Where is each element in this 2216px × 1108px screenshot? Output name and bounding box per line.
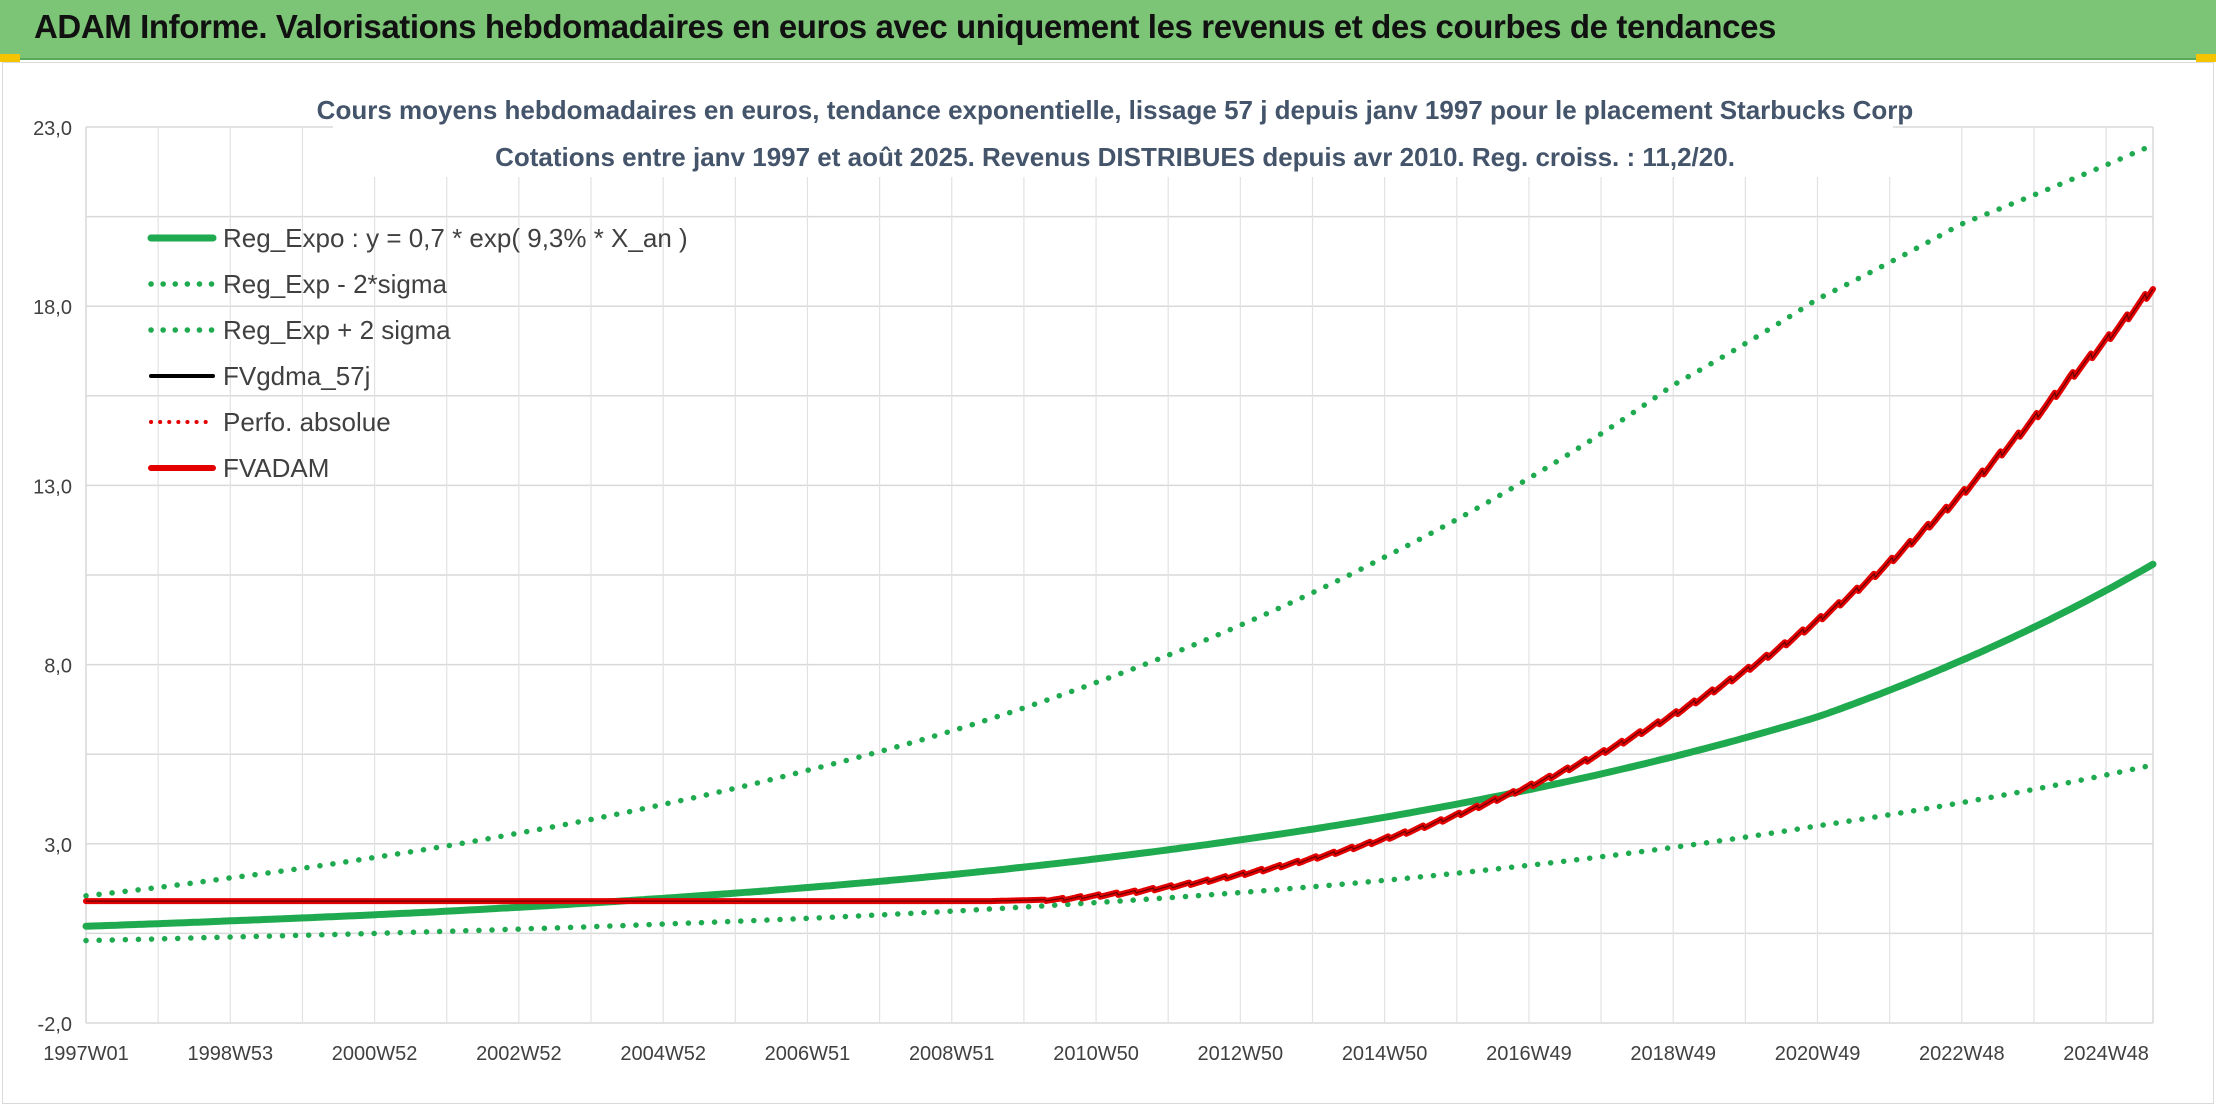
line-chart: Cours moyens hebdomadaires en euros, ten…	[33, 93, 2157, 1065]
chart-title: Cours moyens hebdomadaires en euros, ten…	[317, 95, 1914, 125]
x-tick-label: 2020W49	[1775, 1043, 1861, 1065]
x-tick-label: 2002W52	[476, 1043, 562, 1065]
header-accent-right	[2196, 54, 2216, 62]
chart-titles: Cours moyens hebdomadaires en euros, ten…	[317, 93, 1914, 177]
chart-title-background	[333, 93, 1893, 177]
x-tick-label: 2016W49	[1486, 1043, 1572, 1065]
legend-label: Perfo. absolue	[223, 407, 391, 437]
x-tick-label: 2006W51	[765, 1043, 851, 1065]
x-tick-label: 2000W52	[332, 1043, 418, 1065]
y-tick-label: 23,0	[33, 118, 72, 140]
x-tick-label: 2018W49	[1630, 1043, 1716, 1065]
x-tick-label: 1997W01	[43, 1043, 129, 1065]
series-line-reg-expo	[82, 560, 2157, 930]
y-tick-label: 18,0	[33, 297, 72, 319]
x-tick-label: 2012W50	[1198, 1043, 1284, 1065]
legend-label: Reg_Exp + 2 sigma	[223, 315, 451, 345]
chart-area: Cours moyens hebdomadaires en euros, ten…	[2, 62, 2214, 1104]
y-tick-label: 3,0	[44, 835, 72, 857]
legend-label: Reg_Exp - 2*sigma	[223, 269, 448, 299]
header-accent-left	[0, 54, 20, 62]
series-line-fvgdma-overlay	[86, 288, 2154, 902]
y-tick-label: -2,0	[38, 1014, 72, 1036]
legend: Reg_Expo : y = 0,7 * exp( 9,3% * X_an ) R…	[147, 223, 688, 483]
series-line-reg-minus-2sigma	[83, 762, 2156, 944]
x-tick-label: 2024W48	[2063, 1043, 2149, 1065]
y-tick-label: 13,0	[33, 476, 72, 498]
x-tick-label: 2004W52	[620, 1043, 706, 1065]
x-tick-label: 2010W50	[1053, 1043, 1139, 1065]
x-tick-label: 2008W51	[909, 1043, 995, 1065]
grid	[85, 126, 2154, 1024]
legend-label: FVADAM	[223, 453, 329, 483]
series-line-reg-plus-2sigma	[83, 142, 2156, 899]
y-tick-label: 8,0	[44, 656, 72, 678]
legend-label: Reg_Expo : y = 0,7 * exp( 9,3% * X_an )	[223, 223, 688, 253]
report-title: ADAM Informe. Valorisations hebdomadaire…	[34, 8, 1776, 45]
series-line-fvgdma	[84, 287, 2155, 903]
chart-subtitle: Cotations entre janv 1997 et août 2025. …	[495, 142, 1735, 172]
series-line-fvadam	[83, 286, 2156, 905]
report-header: ADAM Informe. Valorisations hebdomadaire…	[0, 0, 2216, 62]
x-tick-label: 2022W48	[1919, 1043, 2005, 1065]
series	[82, 142, 2157, 944]
axes: 23,0 18,0 13,0 8,0 3,0 -2,0 1997W01 1998W53 2000…	[33, 118, 2149, 1065]
x-tick-label: 2014W50	[1342, 1043, 1428, 1065]
x-tick-label: 1998W53	[187, 1043, 273, 1065]
legend-label: FVgdma_57j	[223, 361, 370, 391]
